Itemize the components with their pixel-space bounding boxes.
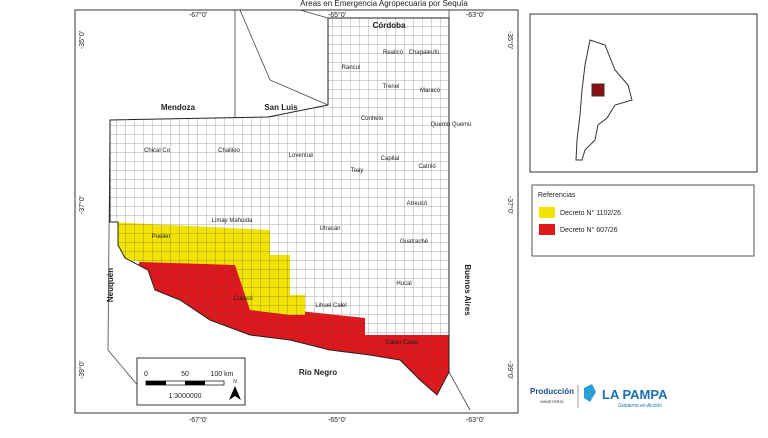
legend-swatch	[539, 224, 555, 235]
coord-label: -35°0'	[506, 31, 514, 49]
province-label: Neuquén	[106, 268, 115, 302]
coord-label: -35°0'	[78, 31, 86, 49]
scale-bar	[146, 381, 166, 385]
province-label: Córdoba	[373, 21, 406, 30]
scale-ratio: 1:3000000	[168, 393, 201, 400]
department-label: Maracó	[420, 88, 441, 94]
la-pampa-outline	[109, 17, 450, 396]
coord-label: -65°0'	[328, 11, 346, 19]
logo-icon	[584, 384, 596, 402]
department-label: Catriló	[418, 164, 436, 170]
province-label: Buenos Aires	[463, 264, 472, 316]
department-label: Curacó	[233, 296, 253, 302]
scale-label: 0	[144, 371, 148, 378]
department-label: Capital	[381, 156, 400, 162]
legend-box	[531, 184, 755, 257]
department-label: Caleu Caleu	[385, 340, 418, 346]
department-label: Chalileo	[218, 148, 240, 154]
department-label: Toay	[351, 168, 364, 174]
legend-title: Referencias	[538, 192, 576, 199]
department-label: Limay Mahuida	[212, 218, 253, 224]
logo-ministry: Producción	[530, 387, 574, 396]
department-label: Guatraché	[400, 239, 429, 245]
department-label: Loventué	[289, 153, 314, 159]
province-borders	[107, 9, 471, 411]
coord-label: -39°0'	[78, 361, 86, 379]
province-label: Río Negro	[299, 368, 337, 377]
coord-label: -39°0'	[506, 361, 514, 379]
province-label: San Luis	[264, 103, 298, 112]
scale-label: 50	[181, 371, 189, 378]
scale-label: 100 km	[211, 371, 234, 378]
department-label: Quemú Quemú	[430, 122, 471, 128]
title: Áreas en Emergencia Agropecuaria por Seq…	[300, 0, 468, 8]
department-label: Realicó	[383, 50, 404, 56]
department-label: Chapaleufú	[409, 50, 440, 56]
legend-swatch	[539, 207, 555, 218]
north-label: N	[233, 379, 237, 385]
argentina-outline	[575, 39, 633, 161]
coord-label: -65°0'	[328, 416, 346, 424]
province-label: Mendoza	[161, 103, 196, 112]
logo-slogan: Gobierno en Acción	[618, 403, 662, 409]
legend-label: Decreto N° 607/26	[560, 226, 618, 234]
coord-label: -63°0'	[466, 11, 484, 19]
department-label: Lihuel Calel	[315, 303, 346, 309]
department-label: Chical Co	[144, 148, 171, 154]
department-label: Trenel	[383, 84, 400, 90]
coord-label: -67°0'	[189, 416, 207, 424]
department-label: Hucal	[396, 281, 411, 287]
coord-label: -37°0'	[506, 196, 514, 214]
logo-ministry-sub: MINISTERIO	[540, 399, 563, 404]
inset-frame	[529, 13, 758, 173]
coord-label: -37°0'	[78, 196, 86, 214]
la-pampa-locator	[591, 83, 605, 97]
legend-label: Decreto N° 1102/26	[560, 209, 621, 217]
department-label: Atreucó	[407, 201, 428, 207]
coord-label: -67°0'	[189, 11, 207, 19]
department-label: Puelén	[152, 234, 171, 240]
department-label: Rancul	[342, 65, 361, 71]
logo-province: LA PAMPA	[602, 387, 668, 402]
department-label: Utracán	[319, 226, 340, 232]
scale-bar	[185, 381, 205, 385]
coord-label: -63°0'	[466, 416, 484, 424]
north-arrow	[229, 386, 241, 400]
department-label: Conhelo	[361, 116, 384, 122]
